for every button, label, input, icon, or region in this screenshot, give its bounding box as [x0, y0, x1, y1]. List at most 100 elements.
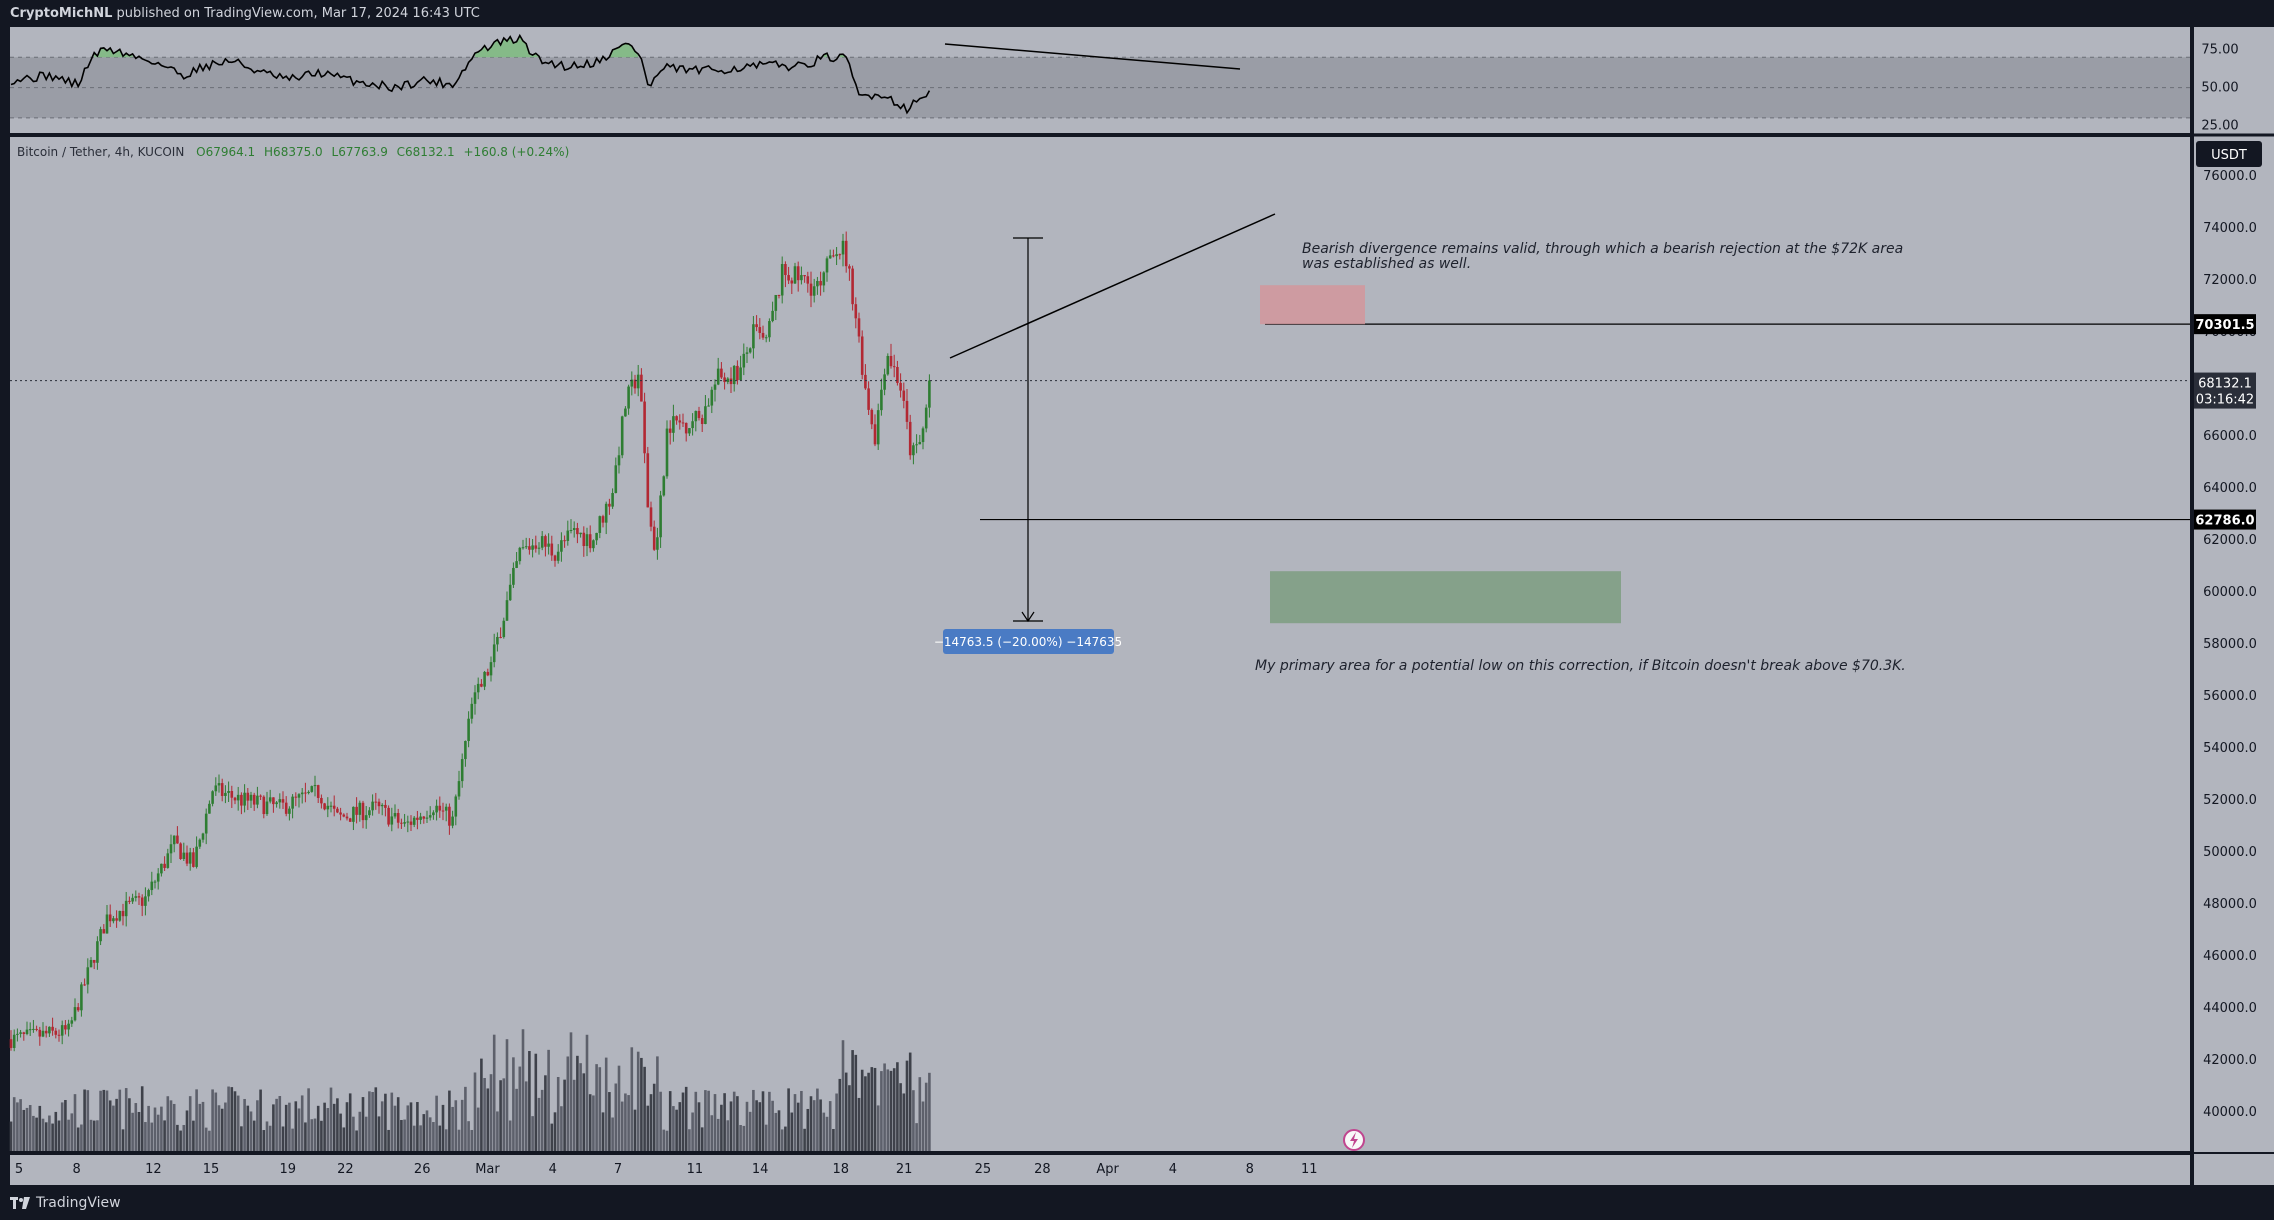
- candle: [204, 808, 208, 845]
- price-axis-label: 66000.0: [2203, 429, 2257, 444]
- volume-bar: [457, 1129, 461, 1151]
- volume-bar: [368, 1091, 371, 1151]
- volume-bar: [819, 1099, 822, 1151]
- volume-bar: [364, 1116, 368, 1151]
- legend-symbol: Bitcoin / Tether, 4h, KUCOIN: [17, 145, 184, 159]
- candle: [182, 842, 186, 862]
- candle: [585, 527, 589, 557]
- time-axis: [10, 1155, 2190, 1185]
- candle: [739, 355, 742, 381]
- volume-bar: [230, 1087, 234, 1151]
- candle: [275, 801, 278, 808]
- volume-bar: [467, 1121, 470, 1151]
- volume-bar: [438, 1125, 442, 1151]
- candle: [851, 265, 854, 311]
- time-axis-label: 28: [1034, 1162, 1051, 1177]
- bearish-note-line2[interactable]: was established as well.: [1302, 256, 1471, 272]
- candle: [860, 330, 864, 380]
- volume-bar: [19, 1099, 22, 1151]
- candle: [9, 1030, 13, 1051]
- candle: [480, 679, 483, 688]
- price-axis-label: 52000.0: [2203, 793, 2257, 808]
- volume-bar: [396, 1097, 400, 1151]
- volume-bar: [112, 1105, 115, 1151]
- volume-bar: [924, 1082, 928, 1151]
- candle: [688, 427, 691, 437]
- last-price-tag[interactable]: 68132.1 03:16:42: [2194, 372, 2256, 409]
- price-axis-label: 64000.0: [2203, 481, 2257, 496]
- volume-bar: [723, 1093, 726, 1151]
- candle: [691, 413, 694, 436]
- volume-bar: [880, 1071, 883, 1151]
- tradingview-logo[interactable]: TradingView: [10, 1195, 121, 1211]
- volume-bar: [915, 1123, 918, 1151]
- volume-bar: [752, 1089, 755, 1151]
- primary-area-note[interactable]: My primary area for a potential low on t…: [1255, 658, 1906, 674]
- volume-bar: [838, 1078, 842, 1151]
- time-axis-label: 5: [15, 1162, 23, 1177]
- currency-badge[interactable]: [2196, 141, 2262, 167]
- volume-bar: [835, 1093, 838, 1151]
- volume-bar: [428, 1117, 432, 1151]
- volume-bar: [323, 1102, 326, 1151]
- candle: [492, 633, 496, 668]
- candle: [368, 807, 371, 818]
- candle: [726, 377, 730, 385]
- volume-bar: [329, 1087, 333, 1151]
- volume-bar: [848, 1085, 851, 1151]
- resistance-zone[interactable]: [1260, 285, 1365, 325]
- lightning-icon[interactable]: [1343, 1129, 1365, 1151]
- candle: [889, 343, 893, 369]
- volume-bar: [64, 1099, 67, 1151]
- bearish-note-line1[interactable]: Bearish divergence remains valid, throug…: [1302, 241, 1903, 257]
- candle: [627, 384, 630, 415]
- candle: [812, 278, 816, 303]
- candle: [425, 810, 429, 823]
- candle: [876, 403, 880, 450]
- volume-bar: [787, 1088, 790, 1151]
- candle: [640, 368, 643, 402]
- volume-bar: [640, 1057, 643, 1151]
- candle: [320, 794, 323, 809]
- volume-bar: [412, 1125, 416, 1151]
- support-price-tag[interactable]: 62786.0: [2194, 509, 2256, 530]
- author-name[interactable]: CryptoMichNL: [10, 6, 113, 21]
- volume-bar: [707, 1090, 710, 1151]
- resistance-price-tag[interactable]: 70301.5: [2194, 314, 2256, 335]
- volume-bar: [540, 1089, 544, 1151]
- volume-bar: [393, 1105, 397, 1151]
- volume-bar: [886, 1069, 890, 1151]
- candle: [451, 810, 454, 829]
- volume-bar: [720, 1104, 723, 1151]
- volume-bar: [268, 1125, 272, 1151]
- candle: [579, 532, 582, 538]
- candle: [115, 910, 118, 928]
- measure-tool[interactable]: −14763.5 (−20.00%) −147635: [934, 237, 1122, 654]
- candle: [64, 1020, 67, 1035]
- candle: [339, 807, 342, 821]
- candle: [329, 801, 333, 813]
- volume-bar: [355, 1130, 358, 1151]
- candle: [716, 357, 720, 386]
- candle: [803, 275, 806, 283]
- last-price-tag-text: 68132.1: [2198, 377, 2252, 392]
- volume-bar: [611, 1117, 614, 1151]
- volume-bar: [38, 1105, 42, 1151]
- volume-bar: [595, 1064, 598, 1151]
- trendline[interactable]: [949, 213, 1276, 359]
- volume-bar: [585, 1034, 589, 1151]
- volume-bar: [710, 1115, 714, 1151]
- volume-bar: [419, 1125, 422, 1151]
- volume-bar: [675, 1109, 678, 1151]
- price-axis[interactable]: [2194, 27, 2274, 1185]
- rsi-axis-label: 50.00: [2201, 81, 2238, 96]
- target-zone[interactable]: [1270, 571, 1621, 624]
- volume-bar: [662, 1129, 666, 1151]
- candle: [758, 318, 762, 340]
- candle: [22, 1031, 26, 1041]
- candle: [281, 791, 285, 810]
- volume-bar: [636, 1051, 640, 1151]
- time-axis-label: Mar: [475, 1162, 500, 1177]
- price-axis-label: 50000.0: [2203, 845, 2257, 860]
